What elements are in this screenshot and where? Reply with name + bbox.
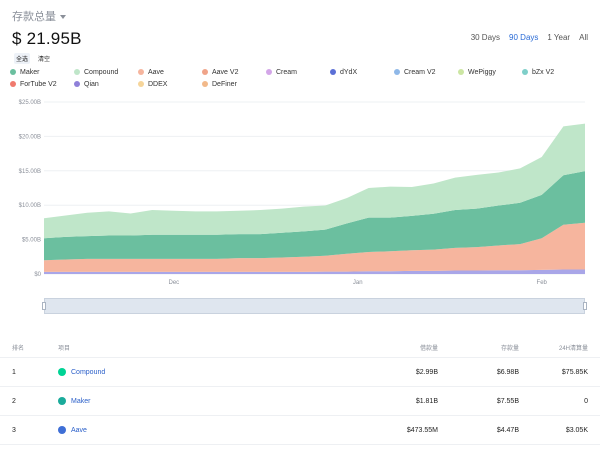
aave-icon [58, 426, 66, 434]
chart-areas [44, 123, 585, 274]
legend-item-fortube-v2[interactable]: ForTube V2 [10, 81, 74, 88]
col-borrow[interactable]: 借款量 [419, 346, 438, 352]
x-axis-ticks: Dec Jan Feb [169, 280, 548, 286]
x-tick-label: Dec [169, 280, 180, 286]
select-all-button[interactable]: 全选 [14, 53, 31, 64]
table-row[interactable]: 2 Maker $1.81B $7.55B 0 [0, 387, 600, 416]
legend-dot [10, 69, 16, 75]
row-liquidation: $75.85K [561, 368, 588, 376]
row-rank: 1 [12, 368, 16, 376]
legend-item-definer[interactable]: DeFiner [202, 81, 266, 88]
legend-item-wepiggy[interactable]: WePiggy [458, 69, 522, 76]
legend-toggles: 全选 清空 [14, 53, 52, 64]
legend-dot [202, 69, 208, 75]
row-liquidation: $3.05K [565, 426, 588, 434]
row-deposit: $7.55B [496, 397, 519, 405]
legend-item-ddex[interactable]: DDEX [138, 81, 202, 88]
table-row[interactable]: 3 Aave $473.55M $4.47B $3.05K [0, 416, 600, 445]
series-area-aave [44, 222, 585, 272]
legend-dot [10, 81, 16, 87]
chevron-down-icon [60, 15, 66, 19]
deposit-area-chart[interactable]: $0 $5.00B $10.00B $15.00B $20.00B $25.00B Dec… [0, 92, 600, 292]
y-tick-label: $5.00B [22, 238, 41, 244]
compound-icon [58, 368, 66, 376]
row-rank: 3 [12, 426, 16, 434]
row-borrow: $473.55M [406, 426, 438, 434]
col-deposit[interactable]: 存款量 [500, 346, 519, 352]
y-tick-label: $25.00B [19, 100, 41, 106]
range-30-days[interactable]: 30 Days [470, 33, 501, 42]
navigator-left-handle[interactable] [42, 302, 46, 310]
y-tick-label: $0 [34, 272, 41, 278]
legend-dot [74, 69, 80, 75]
x-tick-label: Feb [537, 280, 548, 286]
legend-item-qian[interactable]: Qian [74, 81, 138, 88]
table-row[interactable]: 1 Compound $2.99B $6.98B $75.85K [0, 358, 600, 387]
legend-dot [522, 69, 528, 75]
legend-dot [138, 81, 144, 87]
range-navigator[interactable] [42, 298, 587, 314]
total-value: $ 21.95B [12, 29, 82, 48]
legend-dot [394, 69, 400, 75]
legend-dot [138, 69, 144, 75]
row-liquidation: 0 [584, 397, 588, 405]
col-liquidation[interactable]: 24H清算量 [558, 346, 588, 352]
col-project: 项目 [58, 346, 71, 352]
time-range-selector: 30 Days 90 Days 1 Year All [471, 33, 588, 42]
maker-icon [58, 397, 66, 405]
series-area-compound [44, 123, 585, 239]
legend-item-aave[interactable]: Aave [138, 69, 202, 76]
legend-dot [74, 81, 80, 87]
legend-dot [458, 69, 464, 75]
metric-label: 存款总量 [12, 11, 56, 23]
legend-item-cream[interactable]: Cream [266, 69, 330, 76]
range-all[interactable]: All [579, 33, 588, 42]
chart-legend: Maker Compound Aave Aave V2 Cream dYdX C… [10, 66, 590, 90]
y-tick-label: $20.00B [19, 134, 41, 140]
row-deposit: $4.47B [496, 426, 519, 434]
legend-dot [266, 69, 272, 75]
project-link[interactable]: Aave [71, 426, 87, 434]
table-header: 排名 项目 借款量 存款量 24H清算量 [0, 338, 600, 358]
y-axis-ticks: $0 $5.00B $10.00B $15.00B $20.00B $25.00B [19, 100, 42, 278]
protocol-table: 排名 项目 借款量 存款量 24H清算量 1 Compound $2.99B $… [0, 338, 600, 445]
metric-dropdown[interactable]: 存款总量 [12, 8, 82, 24]
y-tick-label: $15.00B [19, 169, 41, 175]
range-90-days[interactable]: 90 Days [509, 33, 539, 42]
legend-item-cream-v2[interactable]: Cream V2 [394, 69, 458, 76]
legend-item-maker[interactable]: Maker [10, 69, 74, 76]
clear-all-button[interactable]: 清空 [38, 57, 51, 63]
row-borrow: $1.81B [415, 397, 438, 405]
legend-item-dydx[interactable]: dYdX [330, 69, 394, 76]
series-area-maker [44, 171, 585, 261]
legend-item-aave-v2[interactable]: Aave V2 [202, 69, 266, 76]
project-link[interactable]: Maker [71, 397, 91, 405]
row-rank: 2 [12, 397, 16, 405]
project-link[interactable]: Compound [71, 368, 106, 376]
legend-item-compound[interactable]: Compound [74, 69, 138, 76]
y-tick-label: $10.00B [19, 203, 41, 209]
row-borrow: $2.99B [415, 368, 438, 376]
legend-item-bzx-v2[interactable]: bZx V2 [522, 69, 586, 76]
range-1-year[interactable]: 1 Year [547, 33, 571, 42]
legend-dot [202, 81, 208, 87]
col-rank: 排名 [12, 346, 25, 352]
header: 存款总量 $ 21.95B [12, 8, 82, 49]
row-deposit: $6.98B [496, 368, 519, 376]
x-tick-label: Jan [353, 280, 363, 286]
navigator-right-handle[interactable] [583, 302, 587, 310]
legend-dot [330, 69, 336, 75]
